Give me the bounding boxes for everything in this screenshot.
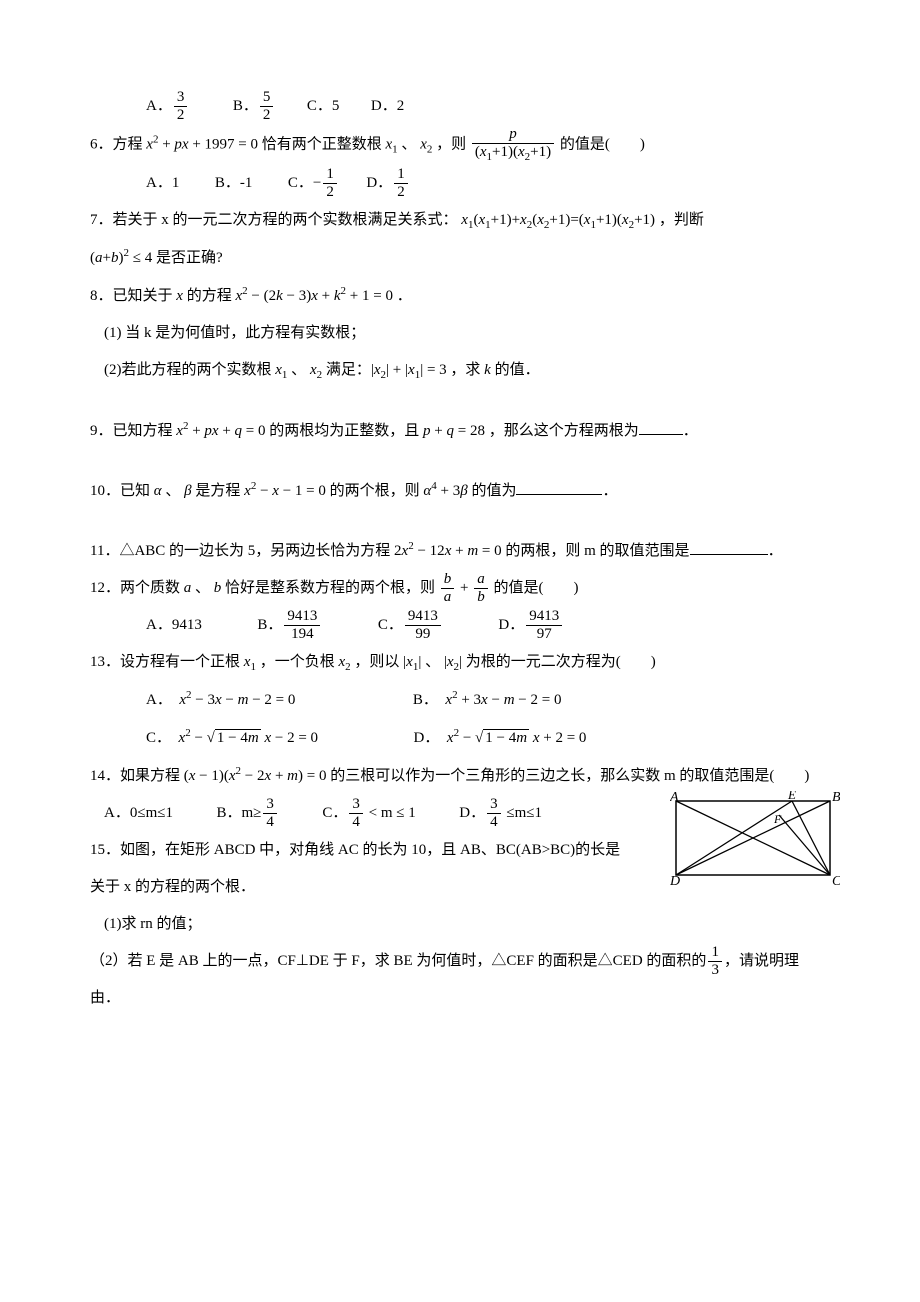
q15-line3: (1)求 rn 的值； [90,908,840,941]
q12-stem: 12．两个质数 a 、 b 恰好是整系数方程的两个根，则 ba + ab 的值是… [90,572,840,605]
q13-stem: 13．设方程有一个正根 x1 ，一个负根 x2 ，则以 |x1| 、 |x2| … [90,646,840,679]
q5-optB: B．52 [233,98,276,114]
q13-optC: C． x2 − √1 − 4m x − 2 = 0 [146,730,318,746]
q6-optD: D．12 [366,175,409,191]
svg-text:F: F [773,812,782,826]
q14-optA: A．0≤m≤1 [104,805,173,821]
q14-optB: B．m≥34 [216,805,278,821]
q7-line1: 7．若关于 x 的一元二次方程的两个实数根满足关系式： x1(x1+1)+x2(… [90,204,840,237]
q5-optD: D．2 [371,98,404,114]
q5-optA: A．32 [146,98,189,114]
svg-text:D: D [670,874,680,887]
q13-row1: A． x2 − 3x − m − 2 = 0 B． x2 + 3x − m − … [90,683,840,717]
q6-stem: 6．方程 x2 + px + 1997 = 0 恰有两个正整数根 x1 、 x2… [90,127,840,163]
q13-optD: D． x2 − √1 − 4m x + 2 = 0 [414,730,587,746]
q11: 11．△ABC 的一边长为 5，另两边长恰为方程 2x2 − 12x + m =… [90,534,840,568]
q13-optB: B． x2 + 3x − m − 2 = 0 [413,692,562,708]
q7-line2: (a+b)2 ≤ 4 是否正确? [90,241,840,275]
svg-text:B: B [832,791,840,805]
q15-line5: 由． [90,982,840,1015]
q15-line4: （2）若 E 是 AB 上的一点，CF⊥DE 于 F，求 BE 为何值时，△CE… [90,945,840,978]
q6-optB: B．-1 [215,175,253,191]
page-content: A．32 B．52 C．5 D．2 6．方程 x2 + px + 1997 = … [0,0,920,1079]
q5-options: A．32 B．52 C．5 D．2 [90,90,840,123]
q14-optC: C．34 < m ≤ 1 [322,805,415,821]
q8-line3: (2)若此方程的两个实数根 x1 、 x2 满足：|x2| + |x1| = 3… [90,354,840,387]
q6-options: A．1 B．-1 C．−12 D．12 [90,167,840,200]
q9: 9．已知方程 x2 + px + q = 0 的两根均为正整数，且 p + q … [90,414,840,448]
q12-optA: A．9413 [146,617,202,633]
q12-optD: D．941397 [498,617,564,633]
q13-optA: A． x2 − 3x − m − 2 = 0 [146,692,295,708]
q6-optC: C．−12 [288,175,339,191]
q12-options: A．9413 B．9413194 C．941399 D．941397 [90,609,840,642]
q5-optC: C．5 [307,98,340,114]
svg-text:C: C [832,874,840,887]
q12-optC: C．941399 [378,617,443,633]
q12-optB: B．9413194 [257,617,322,633]
q14-optD: D．34 ≤m≤1 [459,805,542,821]
q15-figure: A B C D E F [670,791,840,900]
q14-stem: 14．如果方程 (x − 1)(x2 − 2x + m) = 0 的三根可以作为… [90,759,840,793]
q10: 10．已知 α 、 β 是方程 x2 − x − 1 = 0 的两个根，则 α4… [90,474,840,508]
q8-line1: 8．已知关于 x 的方程 x2 − (2k − 3)x + k2 + 1 = 0… [90,279,840,313]
q13-row2: C． x2 − √1 − 4m x − 2 = 0 D． x2 − √1 − 4… [90,721,840,755]
svg-text:A: A [670,791,679,805]
q6-optA: A．1 [146,175,179,191]
q8-line2: (1) 当 k 是为何值时，此方程有实数根； [90,317,840,350]
